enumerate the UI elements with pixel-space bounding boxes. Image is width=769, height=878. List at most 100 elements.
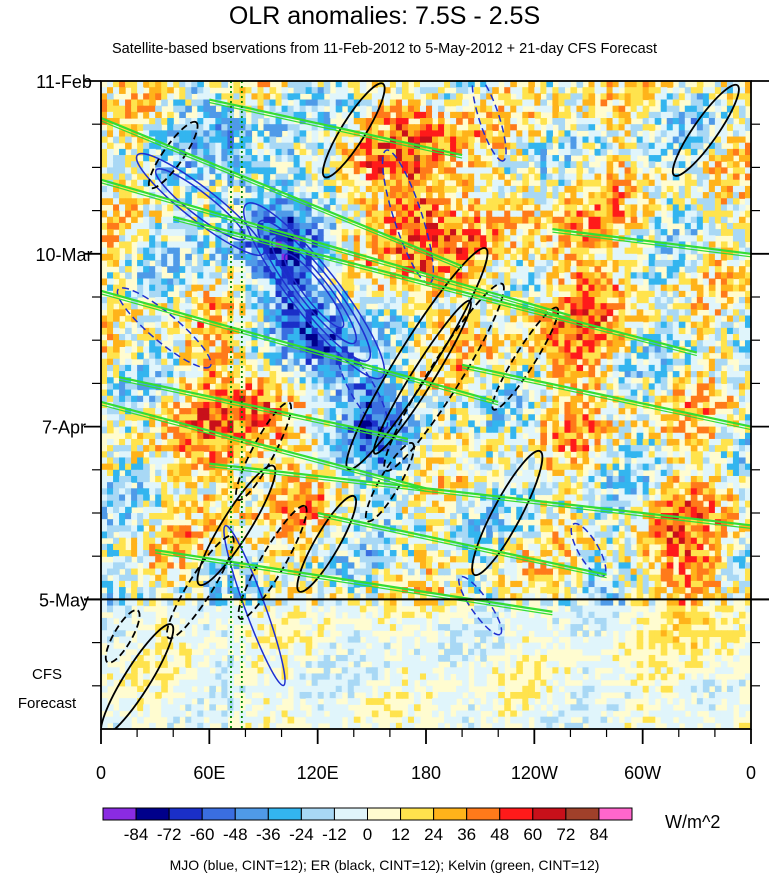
heatmap-cell xyxy=(299,161,307,168)
heatmap-cell xyxy=(269,408,277,415)
heatmap-cell xyxy=(636,303,644,310)
heatmap-cell xyxy=(113,364,120,372)
heatmap-cell xyxy=(480,204,487,212)
heatmap-cell xyxy=(293,204,301,212)
heatmap-cell xyxy=(287,198,295,206)
heatmap-cell xyxy=(708,155,716,162)
heatmap-cell xyxy=(341,198,349,206)
heatmap-cell xyxy=(648,334,656,341)
heatmap-cell xyxy=(335,130,343,138)
heatmap-cell xyxy=(696,93,704,101)
heatmap-cell xyxy=(564,266,572,273)
heatmap-cell xyxy=(432,340,439,347)
heatmap-cell xyxy=(125,167,132,175)
heatmap-cell xyxy=(125,161,132,168)
heatmap-cell xyxy=(323,259,331,267)
heatmap-cell xyxy=(468,383,475,391)
heatmap-cell xyxy=(227,426,235,434)
heatmap-cell xyxy=(438,395,445,403)
heatmap-cell xyxy=(341,272,349,280)
heatmap-cell xyxy=(444,198,451,206)
heatmap-cell xyxy=(401,93,409,101)
heatmap-cell xyxy=(299,155,307,162)
heatmap-cell xyxy=(149,222,156,230)
heatmap-cell xyxy=(191,155,198,162)
heatmap-cell xyxy=(708,204,716,212)
heatmap-cell xyxy=(462,136,469,144)
heatmap-cell xyxy=(155,284,162,292)
heatmap-cell xyxy=(552,105,560,113)
heatmap-cell xyxy=(365,389,373,397)
heatmap-cell xyxy=(684,167,692,175)
heatmap-cell xyxy=(630,155,638,162)
heatmap-cell xyxy=(672,340,680,347)
heatmap-cell xyxy=(215,315,222,323)
heatmap-cell xyxy=(281,346,289,354)
heatmap-cell xyxy=(552,321,560,329)
heatmap-cell xyxy=(203,118,210,125)
heatmap-cell xyxy=(450,395,457,403)
heatmap-cell xyxy=(299,111,307,119)
heatmap-cell xyxy=(185,229,192,236)
heatmap-cell xyxy=(510,297,517,304)
heatmap-cell xyxy=(456,272,463,280)
heatmap-cell xyxy=(606,290,614,298)
heatmap-cell xyxy=(474,161,481,168)
heatmap-cell xyxy=(383,161,391,168)
heatmap-cell xyxy=(173,426,180,434)
heatmap-cell xyxy=(558,111,566,119)
heatmap-cell xyxy=(221,93,228,101)
heatmap-cell xyxy=(191,241,198,249)
heatmap-cell xyxy=(702,130,710,138)
heatmap-cell xyxy=(275,395,283,403)
heatmap-cell xyxy=(552,414,560,422)
heatmap-cell xyxy=(119,222,126,230)
heatmap-cell xyxy=(299,266,307,273)
heatmap-cell xyxy=(588,235,596,243)
heatmap-cell xyxy=(744,278,751,286)
heatmap-cell xyxy=(179,142,186,150)
heatmap-cell xyxy=(113,315,120,323)
heatmap-cell xyxy=(438,321,445,329)
heatmap-cell xyxy=(690,408,698,415)
heatmap-cell xyxy=(239,229,247,236)
heatmap-cell xyxy=(666,358,674,366)
heatmap-cell xyxy=(173,253,180,261)
heatmap-cell xyxy=(624,111,632,119)
heatmap-cell xyxy=(642,315,650,323)
heatmap-cell xyxy=(666,309,674,317)
heatmap-cell xyxy=(714,161,722,168)
heatmap-cell xyxy=(576,99,584,107)
heatmap-cell xyxy=(383,266,391,273)
heatmap-cell xyxy=(419,253,427,261)
heatmap-cell xyxy=(119,204,126,212)
heatmap-cell xyxy=(365,118,373,125)
heatmap-cell xyxy=(648,204,656,212)
heatmap-cell xyxy=(558,414,566,422)
heatmap-cell xyxy=(257,420,265,428)
heatmap-cell xyxy=(125,389,132,397)
heatmap-cell xyxy=(612,111,620,119)
heatmap-cell xyxy=(281,395,289,403)
heatmap-cell xyxy=(197,266,204,273)
heatmap-cell xyxy=(341,241,349,249)
heatmap-cell xyxy=(161,371,168,378)
heatmap-cell xyxy=(161,352,168,360)
heatmap-cell xyxy=(203,278,210,286)
heatmap-cell xyxy=(227,155,235,162)
heatmap-cell xyxy=(480,395,487,403)
heatmap-cell xyxy=(131,111,138,119)
heatmap-cell xyxy=(510,198,517,206)
heatmap-cell xyxy=(125,358,132,366)
heatmap-cell xyxy=(744,210,751,218)
heatmap-cell xyxy=(744,414,751,422)
heatmap-cell xyxy=(293,161,301,168)
heatmap-cell xyxy=(107,192,114,199)
heatmap-cell xyxy=(161,364,168,372)
heatmap-cell xyxy=(101,87,108,94)
heatmap-cell xyxy=(263,272,271,280)
heatmap-cell xyxy=(203,290,210,298)
heatmap-cell xyxy=(227,297,235,304)
heatmap-cell xyxy=(648,99,656,107)
heatmap-cell xyxy=(726,105,734,113)
